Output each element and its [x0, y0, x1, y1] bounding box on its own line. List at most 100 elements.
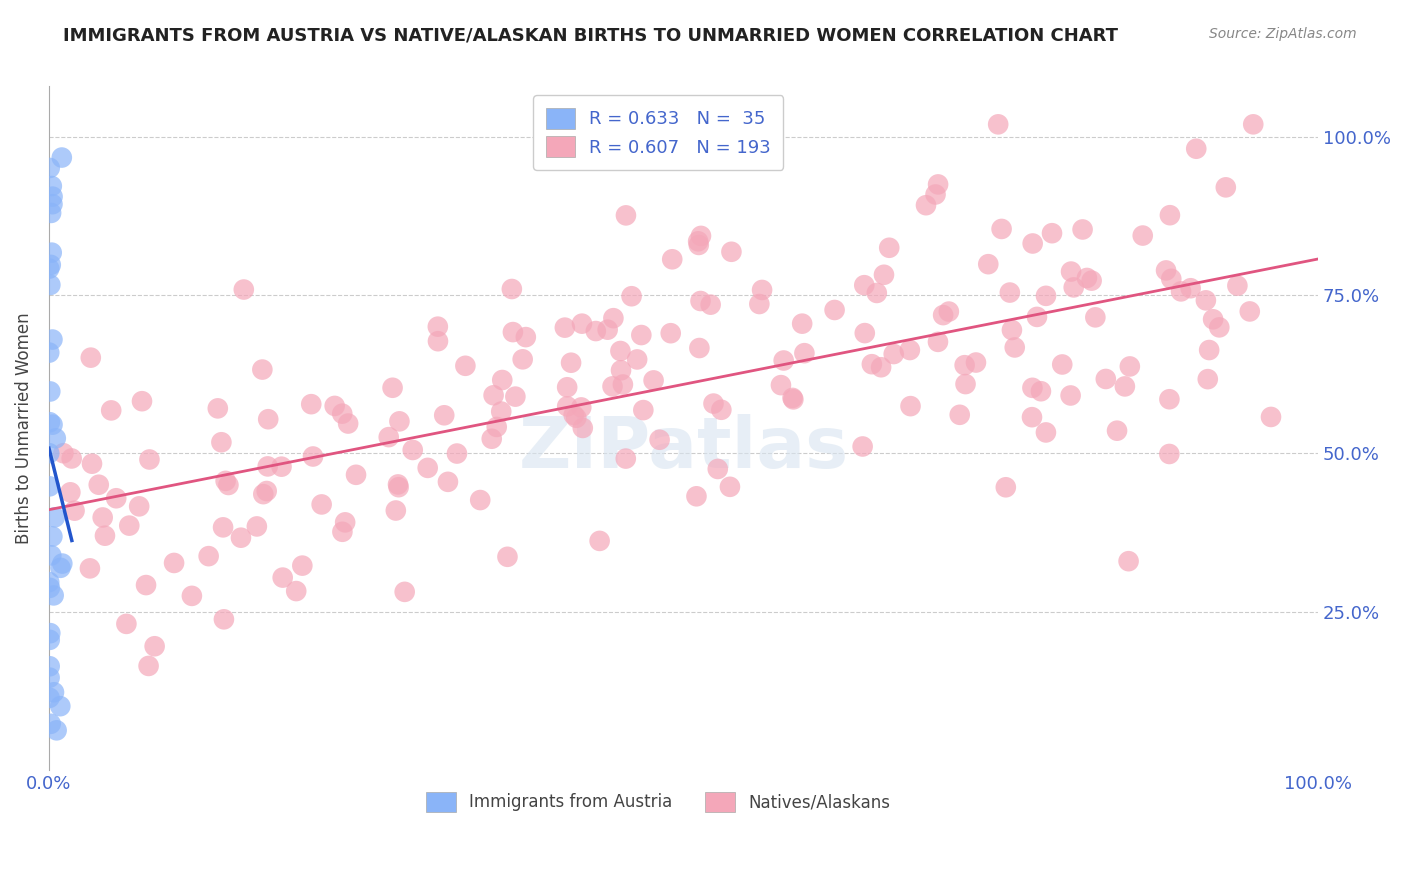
Point: [39, 716, 62, 731]
Point: [1159, 392, 1181, 407]
Point: [515, 330, 537, 344]
Point: [49, 561, 72, 575]
Point: [257, 412, 280, 426]
Point: [1132, 228, 1154, 243]
Point: [41, 529, 63, 543]
Point: [555, 380, 578, 394]
Point: [720, 244, 742, 259]
Point: [648, 433, 671, 447]
Point: [860, 357, 883, 371]
Point: [232, 283, 254, 297]
Point: [554, 320, 576, 334]
Point: [163, 556, 186, 570]
Point: [94, 529, 117, 543]
Point: [427, 334, 450, 349]
Point: [707, 462, 730, 476]
Point: [782, 391, 804, 405]
Point: [291, 558, 314, 573]
Point: [748, 297, 770, 311]
Point: [45, 431, 67, 445]
Point: [949, 408, 972, 422]
Point: [446, 446, 468, 460]
Point: [702, 396, 724, 410]
Point: [866, 285, 889, 300]
Text: ZIPatlas: ZIPatlas: [519, 414, 849, 483]
Point: [1059, 388, 1081, 402]
Point: [302, 450, 325, 464]
Point: [105, 491, 128, 506]
Point: [491, 373, 513, 387]
Point: [602, 379, 624, 393]
Point: [1159, 447, 1181, 461]
Point: [1215, 180, 1237, 194]
Point: [938, 304, 960, 318]
Point: [987, 117, 1010, 131]
Point: [38, 575, 60, 590]
Point: [388, 480, 411, 494]
Point: [38, 415, 60, 429]
Point: [793, 346, 815, 360]
Point: [900, 399, 922, 413]
Point: [1118, 554, 1140, 568]
Point: [252, 362, 274, 376]
Point: [643, 373, 665, 387]
Point: [782, 392, 804, 407]
Point: [39, 206, 62, 220]
Point: [751, 283, 773, 297]
Point: [915, 198, 938, 212]
Point: [482, 388, 505, 402]
Point: [38, 632, 60, 647]
Point: [870, 360, 893, 375]
Point: [1239, 304, 1261, 318]
Point: [44, 510, 66, 524]
Point: [381, 381, 404, 395]
Point: [927, 334, 949, 349]
Point: [41, 179, 63, 194]
Point: [59, 485, 82, 500]
Point: [270, 459, 292, 474]
Point: [571, 421, 593, 435]
Point: [39, 258, 62, 272]
Point: [118, 518, 141, 533]
Point: [927, 178, 949, 192]
Point: [1208, 320, 1230, 334]
Point: [555, 400, 578, 414]
Point: [51, 557, 73, 571]
Point: [688, 235, 710, 249]
Point: [42, 588, 65, 602]
Point: [772, 353, 794, 368]
Point: [1202, 312, 1225, 326]
Point: [1105, 424, 1128, 438]
Point: [91, 510, 114, 524]
Point: [299, 397, 322, 411]
Point: [1001, 323, 1024, 337]
Point: [246, 519, 269, 533]
Point: [115, 616, 138, 631]
Point: [416, 461, 439, 475]
Point: [1035, 289, 1057, 303]
Point: [502, 325, 524, 339]
Point: [609, 344, 631, 359]
Point: [138, 659, 160, 673]
Point: [1226, 278, 1249, 293]
Point: [1021, 236, 1043, 251]
Point: [41, 333, 63, 347]
Point: [180, 589, 202, 603]
Point: [311, 498, 333, 512]
Point: [143, 639, 166, 653]
Point: [1159, 208, 1181, 222]
Point: [505, 390, 527, 404]
Point: [271, 571, 294, 585]
Point: [1260, 409, 1282, 424]
Point: [49, 699, 72, 714]
Point: [1198, 343, 1220, 357]
Point: [688, 238, 710, 252]
Point: [1080, 274, 1102, 288]
Point: [898, 343, 921, 357]
Point: [569, 401, 592, 415]
Point: [333, 516, 356, 530]
Text: Source: ZipAtlas.com: Source: ZipAtlas.com: [1209, 27, 1357, 41]
Point: [402, 442, 425, 457]
Point: [1021, 410, 1043, 425]
Point: [212, 612, 235, 626]
